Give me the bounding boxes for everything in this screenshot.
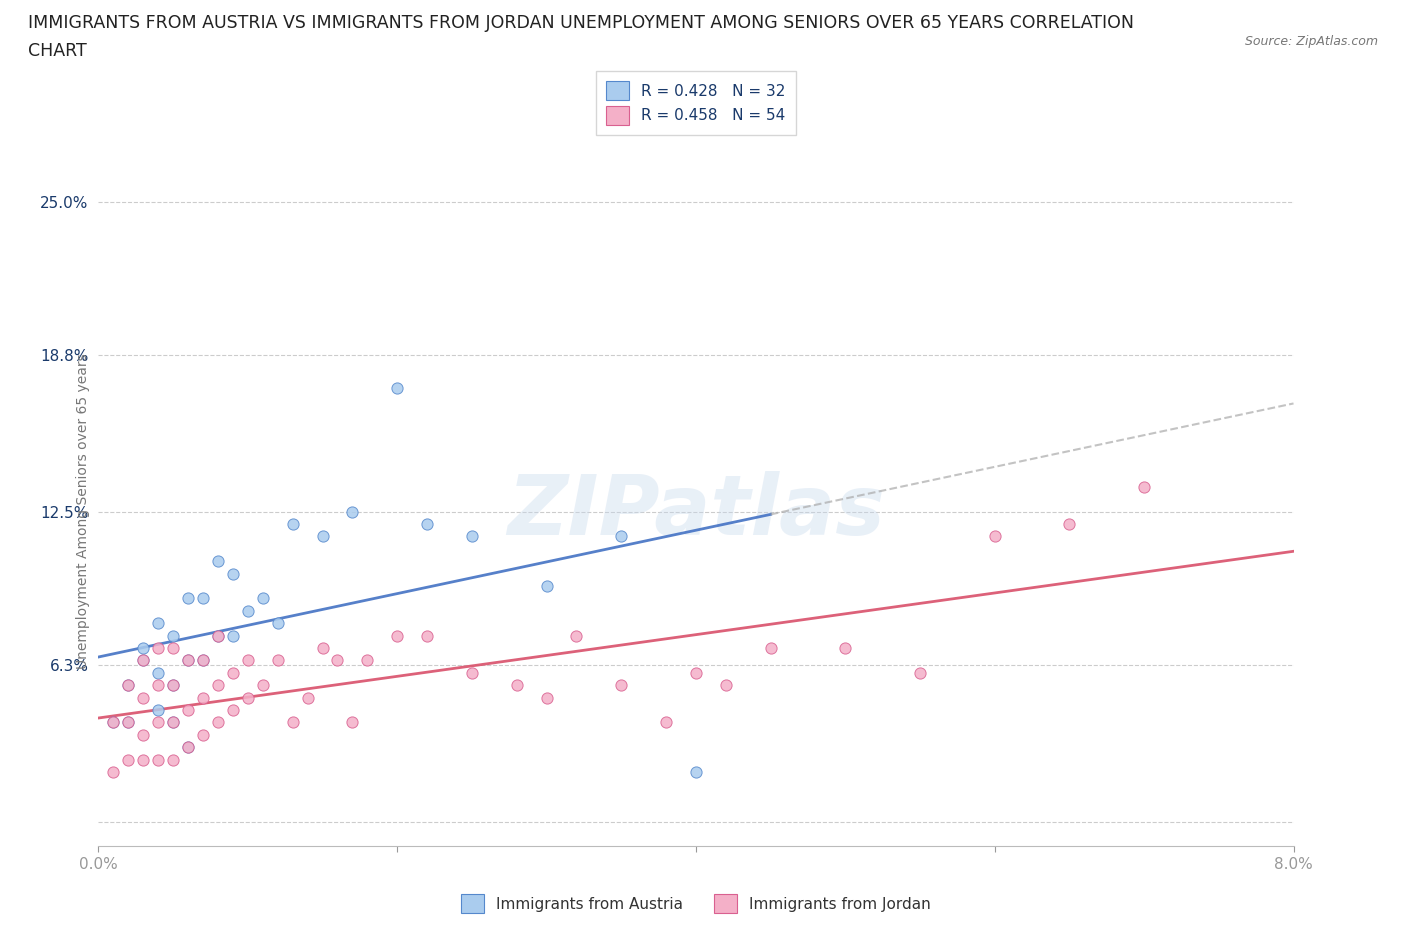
Point <box>207 715 229 730</box>
Point <box>236 604 259 618</box>
Point <box>759 641 782 656</box>
Point <box>506 678 529 693</box>
Text: IMMIGRANTS FROM AUSTRIA VS IMMIGRANTS FROM JORDAN UNEMPLOYMENT AMONG SENIORS OVE: IMMIGRANTS FROM AUSTRIA VS IMMIGRANTS FR… <box>28 14 1135 32</box>
Point <box>191 591 214 605</box>
Point <box>222 702 245 717</box>
Text: Source: ZipAtlas.com: Source: ZipAtlas.com <box>1244 35 1378 48</box>
Point <box>132 727 155 742</box>
Text: ZIPatlas: ZIPatlas <box>508 471 884 552</box>
Point <box>162 715 184 730</box>
Point <box>207 628 229 643</box>
Point <box>222 566 245 581</box>
Point <box>461 529 484 544</box>
Point <box>191 653 214 668</box>
Point <box>191 653 214 668</box>
Point <box>267 616 290 631</box>
Point <box>685 764 707 779</box>
Point <box>177 653 200 668</box>
Point <box>834 641 856 656</box>
Point <box>148 678 170 693</box>
Point <box>148 665 170 680</box>
Point <box>162 678 184 693</box>
Point <box>714 678 737 693</box>
Point <box>297 690 319 705</box>
Point <box>536 690 558 705</box>
Point <box>177 739 200 754</box>
Point <box>177 702 200 717</box>
Point <box>222 628 245 643</box>
Point <box>416 516 439 531</box>
Point <box>356 653 378 668</box>
Point <box>191 690 214 705</box>
Point <box>177 591 200 605</box>
Point <box>148 752 170 767</box>
Point <box>655 715 678 730</box>
Point <box>252 591 274 605</box>
Point <box>117 752 139 767</box>
Point <box>103 715 125 730</box>
Point <box>983 529 1005 544</box>
Point <box>685 665 707 680</box>
Point <box>342 504 364 519</box>
Point <box>385 628 409 643</box>
Point <box>1133 479 1156 494</box>
Point <box>191 727 214 742</box>
Point <box>117 715 139 730</box>
Point <box>536 578 558 593</box>
Point <box>162 715 184 730</box>
Point <box>236 653 259 668</box>
Point <box>162 628 184 643</box>
Point <box>252 678 274 693</box>
Point <box>207 628 229 643</box>
Point <box>207 553 229 568</box>
Point <box>342 715 364 730</box>
Point <box>117 715 139 730</box>
Point <box>148 616 170 631</box>
Point <box>162 678 184 693</box>
Point <box>148 715 170 730</box>
Point <box>207 678 229 693</box>
Point <box>117 678 139 693</box>
Point <box>311 641 333 656</box>
Point <box>148 641 170 656</box>
Point <box>267 653 290 668</box>
Point <box>236 690 259 705</box>
Point <box>281 715 304 730</box>
Point <box>1059 516 1081 531</box>
Point <box>610 529 633 544</box>
Point <box>610 678 633 693</box>
Point <box>565 628 588 643</box>
Point <box>385 380 409 395</box>
Point <box>177 739 200 754</box>
Point <box>103 764 125 779</box>
Point <box>132 752 155 767</box>
Point <box>103 715 125 730</box>
Point <box>132 690 155 705</box>
Point <box>311 529 333 544</box>
Point <box>222 665 245 680</box>
Legend: Immigrants from Austria, Immigrants from Jordan: Immigrants from Austria, Immigrants from… <box>456 888 936 919</box>
Point <box>132 653 155 668</box>
Point <box>162 752 184 767</box>
Point <box>177 653 200 668</box>
Point <box>908 665 931 680</box>
Point <box>117 678 139 693</box>
Point <box>162 641 184 656</box>
Text: CHART: CHART <box>28 42 87 60</box>
Point <box>281 516 304 531</box>
Point <box>326 653 349 668</box>
Point <box>132 653 155 668</box>
Point <box>416 628 439 643</box>
Point <box>148 702 170 717</box>
Point <box>461 665 484 680</box>
Point <box>132 641 155 656</box>
Y-axis label: Unemployment Among Seniors over 65 years: Unemployment Among Seniors over 65 years <box>76 353 90 670</box>
